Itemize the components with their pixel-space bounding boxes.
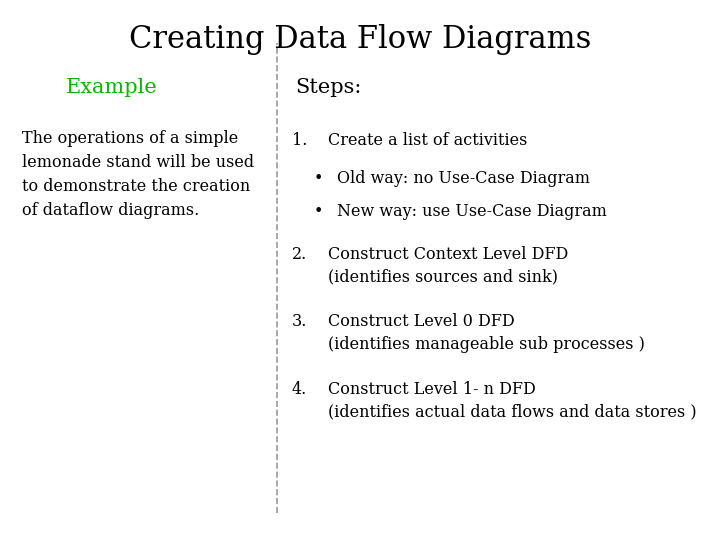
Text: Construct Level 0 DFD
(identifies manageable sub processes ): Construct Level 0 DFD (identifies manage… (328, 313, 644, 353)
Text: New way: use Use-Case Diagram: New way: use Use-Case Diagram (337, 202, 607, 219)
Text: 1.: 1. (292, 132, 307, 149)
Text: Steps:: Steps: (295, 78, 361, 97)
Text: Construct Context Level DFD
(identifies sources and sink): Construct Context Level DFD (identifies … (328, 246, 568, 286)
Text: •: • (313, 202, 323, 219)
Text: Example: Example (66, 78, 158, 97)
Text: Creating Data Flow Diagrams: Creating Data Flow Diagrams (129, 24, 591, 55)
Text: Create a list of activities: Create a list of activities (328, 132, 527, 149)
Text: 4.: 4. (292, 381, 307, 397)
Text: •: • (313, 170, 323, 187)
Text: Old way: no Use-Case Diagram: Old way: no Use-Case Diagram (337, 170, 590, 187)
Text: Construct Level 1- n DFD
(identifies actual data flows and data stores ): Construct Level 1- n DFD (identifies act… (328, 381, 696, 421)
Text: 3.: 3. (292, 313, 307, 330)
Text: 2.: 2. (292, 246, 307, 262)
Text: The operations of a simple
lemonade stand will be used
to demonstrate the creati: The operations of a simple lemonade stan… (22, 130, 253, 219)
